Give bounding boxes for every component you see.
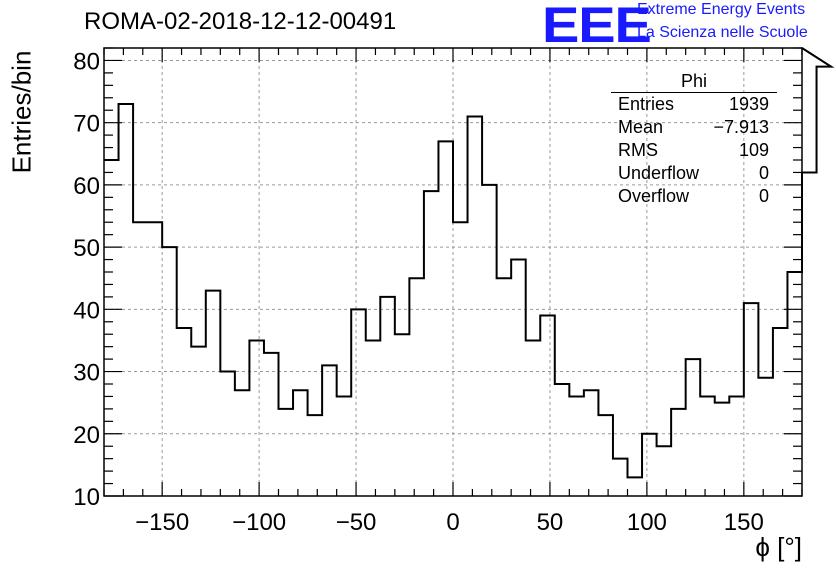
histogram-bin bbox=[540, 316, 555, 496]
y-tick-label: 40 bbox=[73, 297, 100, 324]
histogram-bin bbox=[191, 347, 206, 496]
axis-ticks bbox=[103, 47, 803, 497]
histogram-bin bbox=[366, 340, 381, 496]
x-tick-label: −100 bbox=[232, 509, 286, 536]
stats-row: Underflow 0 bbox=[611, 162, 777, 185]
x-tick-label: 50 bbox=[537, 509, 564, 536]
histogram-bin bbox=[133, 222, 148, 496]
histogram-bin bbox=[308, 415, 323, 496]
histogram-bin bbox=[351, 309, 366, 496]
histogram-bin bbox=[686, 359, 701, 496]
histogram-bin bbox=[787, 272, 802, 496]
y-tick-label: 50 bbox=[73, 235, 100, 262]
histogram-bin bbox=[235, 390, 250, 496]
stats-value: 0 bbox=[758, 163, 769, 183]
stats-label: RMS bbox=[618, 140, 658, 160]
histogram-bin bbox=[104, 160, 119, 496]
stats-row: Entries 1939 bbox=[611, 93, 777, 116]
histogram-bin bbox=[569, 396, 584, 496]
histogram-bin bbox=[482, 185, 497, 496]
stats-label: Overflow bbox=[618, 186, 690, 206]
histogram-bin bbox=[337, 396, 352, 496]
histogram-bin bbox=[264, 353, 279, 496]
stats-row: Overflow 0 bbox=[611, 185, 777, 208]
stats-value: 1939 bbox=[728, 94, 769, 114]
x-tick-label: −50 bbox=[336, 509, 377, 536]
stats-row: Mean −7.913 bbox=[611, 116, 777, 139]
y-tick-label: 70 bbox=[73, 111, 100, 138]
x-tick-label: −150 bbox=[135, 509, 189, 536]
histogram-bin bbox=[395, 334, 410, 496]
histogram-bin bbox=[206, 291, 221, 496]
histogram-bin bbox=[657, 446, 672, 496]
stats-box: Phi Entries 1939 Mean −7.913 RMS 109 Und… bbox=[611, 70, 777, 208]
histogram-bin bbox=[220, 372, 235, 496]
stats-label: Entries bbox=[618, 94, 675, 114]
y-tick-label: 30 bbox=[73, 360, 100, 387]
stats-value: 0 bbox=[758, 186, 769, 206]
stats-label: Underflow bbox=[618, 163, 700, 183]
histogram-bin bbox=[424, 191, 439, 496]
x-tick-label: 150 bbox=[724, 509, 764, 536]
y-axis-label: Entries/bin bbox=[6, 50, 37, 174]
y-tick-label: 10 bbox=[73, 484, 100, 511]
histogram-bin bbox=[555, 384, 570, 496]
stats-label: Mean bbox=[618, 117, 664, 137]
stats-row: RMS 109 bbox=[611, 139, 777, 162]
logo-subtitle-line2: La Scienza nelle Scuole bbox=[637, 24, 808, 41]
histogram-bin bbox=[409, 278, 424, 496]
histogram-bin bbox=[322, 365, 337, 496]
y-tick-labels: 10 20 30 40 50 60 70 80 bbox=[73, 48, 100, 511]
histogram-bin bbox=[671, 409, 686, 496]
x-tick-label: 100 bbox=[627, 509, 667, 536]
eee-logo: EEE bbox=[542, 0, 652, 53]
y-tick-label: 20 bbox=[73, 422, 100, 449]
histogram-bin bbox=[162, 247, 177, 496]
histogram-bin bbox=[177, 328, 192, 496]
x-tick-labels: −150 −100 −50 0 50 100 150 bbox=[135, 509, 764, 536]
histogram-bin bbox=[526, 340, 541, 496]
histogram-bin bbox=[380, 297, 395, 496]
y-tick-label: 60 bbox=[73, 173, 100, 200]
histogram-outline bbox=[104, 47, 835, 479]
histogram-bin bbox=[293, 390, 308, 496]
histogram-bin bbox=[453, 222, 468, 496]
stats-value: 109 bbox=[738, 140, 769, 160]
histogram-bin bbox=[584, 390, 599, 496]
histogram-bin bbox=[438, 141, 453, 496]
x-axis-label: ϕ [°] bbox=[755, 532, 802, 562]
histogram-bin bbox=[700, 396, 715, 496]
histogram-bin bbox=[613, 459, 628, 496]
histogram-bin bbox=[715, 403, 730, 496]
histogram-bin bbox=[279, 409, 294, 496]
stats-title: Phi bbox=[611, 70, 777, 93]
stats-value: −7.913 bbox=[713, 117, 769, 137]
histogram-bin bbox=[773, 328, 788, 496]
histogram-bin bbox=[468, 116, 483, 496]
histogram-bin bbox=[511, 260, 526, 496]
histogram-bin bbox=[628, 477, 643, 496]
histogram-bin bbox=[758, 378, 773, 496]
histogram-bin bbox=[817, 67, 832, 496]
run-title: ROMA-02-2018-12-12-00491 bbox=[84, 8, 397, 35]
histogram-bin bbox=[148, 222, 163, 496]
logo-subtitle-line1: Extreme Energy Events bbox=[637, 1, 806, 18]
y-tick-label: 80 bbox=[73, 48, 100, 75]
histogram-bin bbox=[598, 415, 613, 496]
histogram-bin bbox=[249, 340, 264, 496]
histogram-bin bbox=[642, 434, 657, 496]
histogram-bin bbox=[744, 303, 759, 496]
histogram-bin bbox=[497, 278, 512, 496]
histogram-bin bbox=[729, 396, 744, 496]
histogram-bin bbox=[119, 104, 134, 496]
x-tick-label: 0 bbox=[446, 509, 459, 536]
histogram-bin bbox=[802, 172, 817, 496]
